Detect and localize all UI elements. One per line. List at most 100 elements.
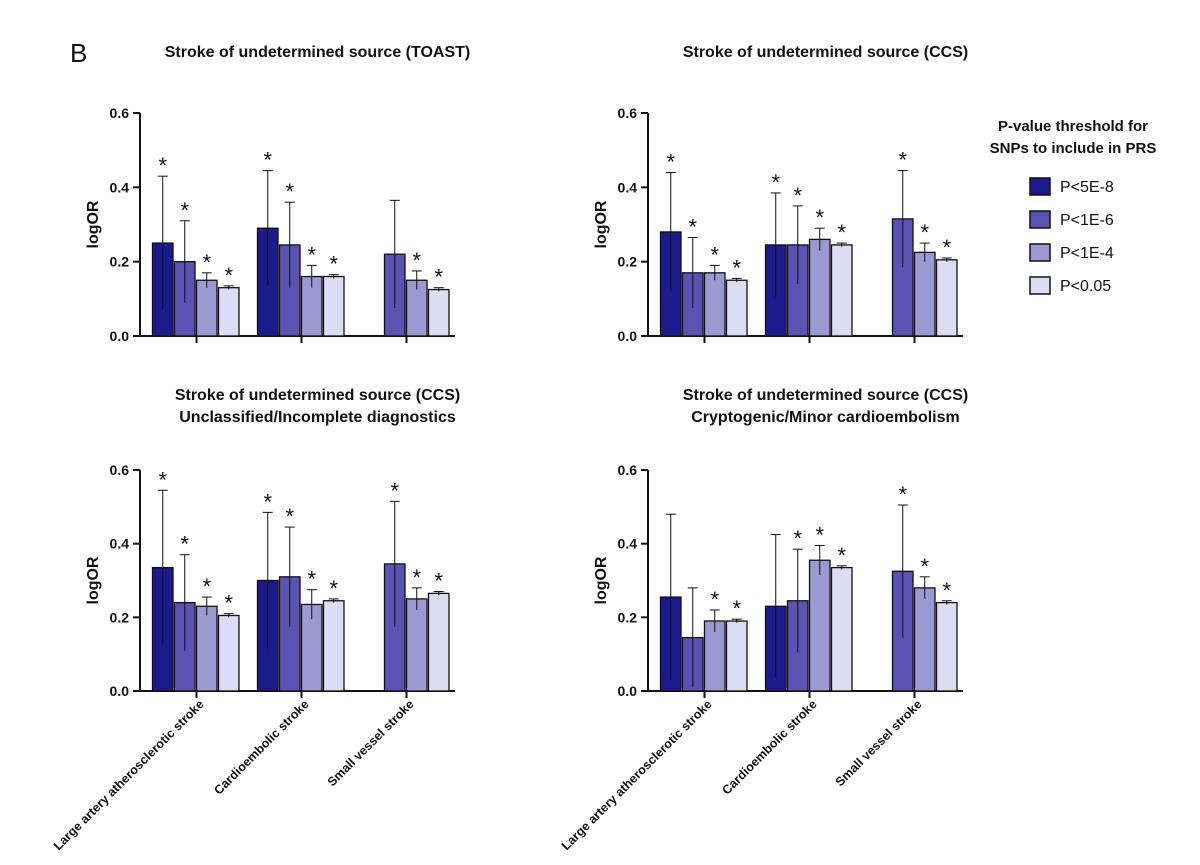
significance-marker: *: [815, 523, 824, 548]
significance-marker: *: [180, 198, 189, 223]
significance-marker: *: [285, 504, 294, 529]
significance-marker: *: [158, 153, 167, 178]
legend-title: P-value threshold for: [998, 118, 1148, 135]
y-tick-label: 0.2: [618, 609, 638, 625]
x-tick-label: Small vessel stroke: [833, 697, 925, 789]
bar: [830, 244, 853, 337]
significance-marker: *: [942, 578, 951, 603]
legend-swatch: [1029, 177, 1051, 196]
significance-marker: *: [898, 148, 907, 173]
bar: [217, 614, 240, 692]
bar: [808, 238, 831, 337]
significance-marker: *: [180, 532, 189, 557]
significance-marker: *: [920, 220, 929, 245]
significance-marker: *: [898, 482, 907, 507]
significance-marker: *: [434, 265, 443, 290]
significance-marker: *: [329, 252, 338, 277]
legend-swatch: [1029, 210, 1051, 229]
legend-title: SNPs to include in PRS: [990, 140, 1157, 157]
significance-marker: *: [224, 263, 233, 288]
bar: [808, 559, 831, 692]
bar: [935, 601, 958, 692]
significance-marker: *: [434, 569, 443, 594]
y-tick-label: 0.4: [110, 536, 130, 552]
bar: [725, 620, 748, 692]
bar: [725, 279, 748, 337]
significance-marker: *: [307, 567, 316, 592]
chart-subtitle: Unclassified/Incomplete diagnostics: [179, 409, 456, 426]
significance-marker: *: [732, 596, 741, 621]
significance-marker: *: [837, 220, 846, 245]
x-tick-label: Cardioembolic stroke: [719, 697, 819, 797]
significance-marker: *: [710, 587, 719, 612]
y-tick-label: 0.2: [110, 609, 130, 625]
y-tick-label: 0.4: [618, 536, 638, 552]
significance-marker: *: [732, 255, 741, 280]
bar: [830, 566, 853, 692]
y-axis-label: logOR: [593, 200, 610, 248]
bar: [427, 288, 450, 337]
bar: [195, 605, 218, 692]
bar: [703, 272, 726, 337]
x-tick-label: Small vessel stroke: [325, 697, 417, 789]
significance-marker: *: [837, 543, 846, 568]
significance-marker: *: [329, 576, 338, 601]
y-tick-label: 0.2: [110, 254, 130, 270]
y-tick-label: 0.4: [618, 179, 638, 195]
x-tick-label: Large artery atherosclerotic stroke: [559, 697, 715, 853]
bar: [217, 287, 240, 337]
chart-subtitle: Cryptogenic/Minor cardioembolism: [691, 409, 959, 426]
chart-title: Stroke of undetermined source (TOAST): [165, 44, 471, 61]
significance-marker: *: [710, 242, 719, 267]
significance-marker: *: [390, 478, 399, 503]
bar: [913, 251, 936, 337]
significance-marker: *: [263, 489, 272, 514]
legend-label: P<0.05: [1060, 278, 1111, 295]
legend-label: P<5E-8: [1060, 179, 1114, 196]
significance-marker: *: [793, 526, 802, 551]
significance-marker: *: [307, 242, 316, 267]
significance-marker: *: [224, 591, 233, 616]
significance-marker: *: [412, 248, 421, 273]
significance-marker: *: [920, 554, 929, 579]
y-axis-label: logOR: [85, 556, 102, 604]
panel-label: B: [70, 38, 87, 68]
significance-marker: *: [412, 565, 421, 590]
bar: [195, 279, 218, 337]
y-tick-label: 0.6: [618, 462, 638, 478]
significance-marker: *: [285, 179, 294, 204]
significance-marker: *: [793, 183, 802, 208]
significance-marker: *: [815, 205, 824, 230]
y-tick-label: 0.6: [618, 105, 638, 121]
significance-marker: *: [202, 574, 211, 599]
chart-title: Stroke of undetermined source (CCS): [683, 387, 968, 404]
y-tick-label: 0.0: [110, 683, 130, 699]
significance-marker: *: [158, 467, 167, 492]
y-tick-label: 0.0: [618, 328, 638, 344]
y-axis-label: logOR: [85, 200, 102, 248]
y-tick-label: 0.4: [110, 179, 130, 195]
y-tick-label: 0.6: [110, 105, 130, 121]
legend-label: P<1E-4: [1060, 245, 1114, 262]
significance-marker: *: [688, 215, 697, 240]
legend-swatch: [1029, 276, 1051, 295]
significance-marker: *: [666, 149, 675, 174]
legend-swatch: [1029, 243, 1051, 262]
bar: [405, 598, 428, 692]
x-tick-label: Cardioembolic stroke: [211, 697, 311, 797]
y-tick-label: 0.0: [110, 328, 130, 344]
chart-title: Stroke of undetermined source (CCS): [683, 44, 968, 61]
y-tick-label: 0.0: [618, 683, 638, 699]
bar: [427, 592, 450, 692]
significance-marker: *: [771, 170, 780, 195]
y-tick-label: 0.6: [110, 462, 130, 478]
significance-marker: *: [263, 148, 272, 173]
chart-title: Stroke of undetermined source (CCS): [175, 387, 460, 404]
significance-marker: *: [202, 250, 211, 275]
x-tick-label: Large artery atherosclerotic stroke: [51, 697, 207, 853]
bar: [322, 600, 345, 692]
significance-marker: *: [942, 235, 951, 260]
y-axis-label: logOR: [593, 556, 610, 604]
bar: [913, 587, 936, 692]
legend-label: P<1E-6: [1060, 212, 1114, 229]
